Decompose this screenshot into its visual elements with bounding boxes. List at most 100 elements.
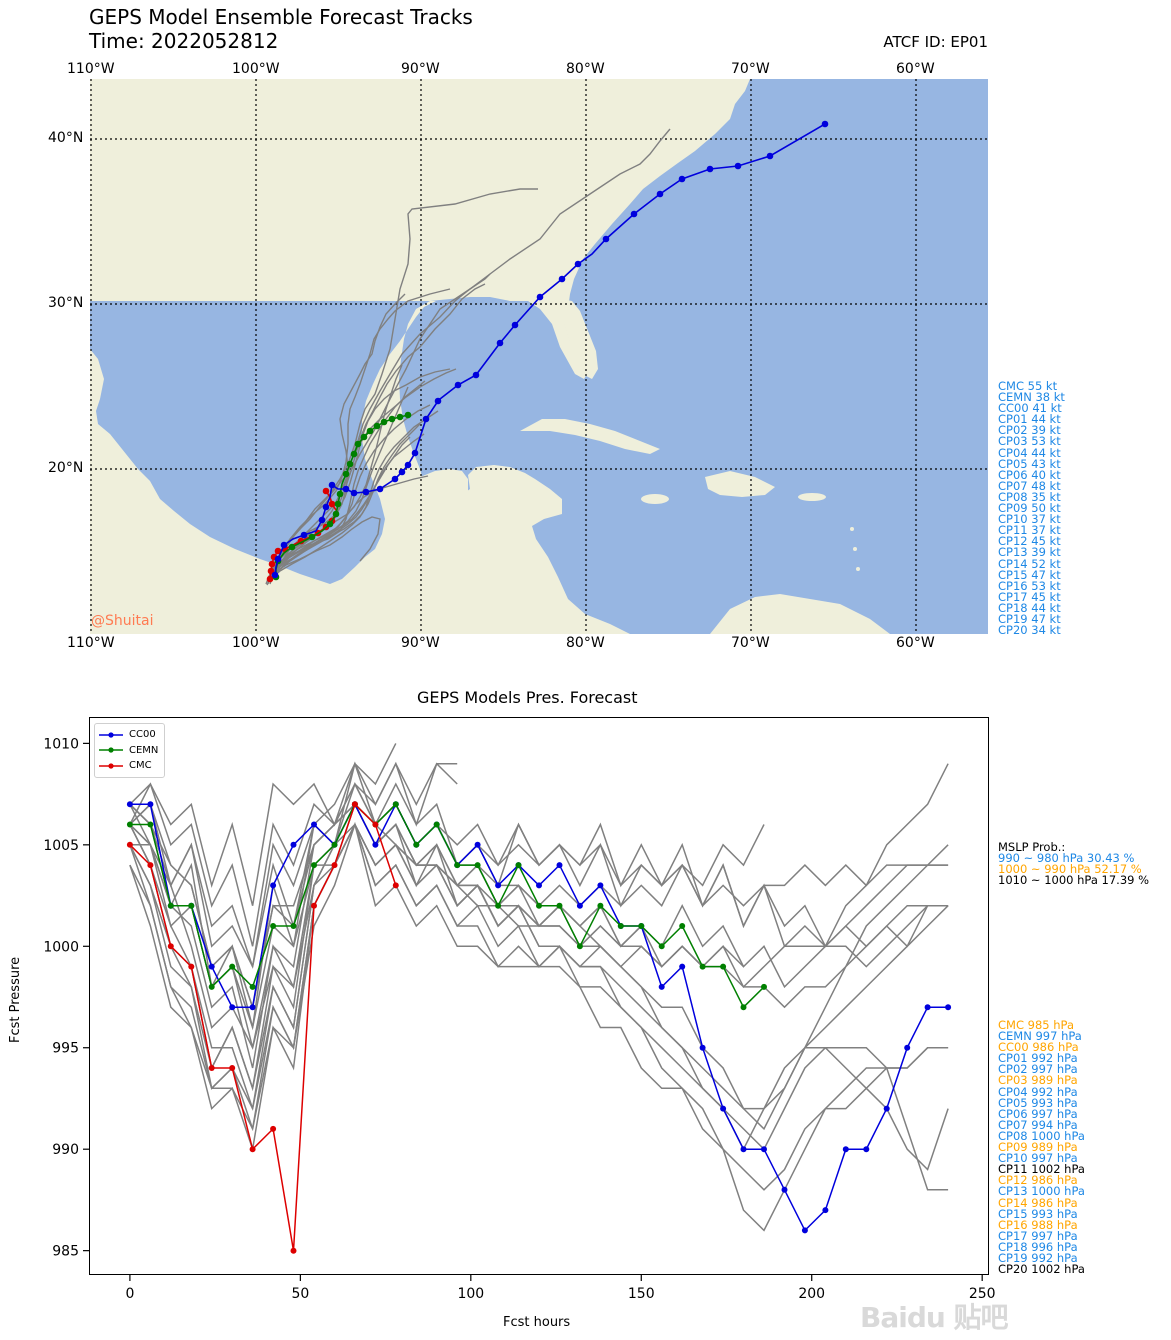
cc00-point (271, 571, 279, 579)
land-island (853, 547, 857, 551)
series-point-cemn (617, 923, 624, 929)
series-point-cc00 (147, 801, 154, 808)
land-island (850, 527, 854, 531)
series-line-cc00 (129, 802, 949, 1232)
lon-label-bottom: 80°W (566, 635, 605, 651)
min-pressure-item: CP11 1002 hPa (998, 1162, 1085, 1177)
intensity-item: CC00 41 kt (998, 401, 1062, 416)
series-point-cemn (208, 983, 215, 990)
series-point-cemn (536, 902, 542, 909)
cemn-point (404, 411, 412, 419)
min-pressure-item: CP05 993 hPa (998, 1095, 1078, 1110)
cemn-point (342, 470, 350, 478)
series-point-cmc (392, 882, 399, 889)
legend-label: CMC (129, 760, 152, 772)
mslp-prob-line: 1000 ~ 990 hPa 52.17 % (998, 862, 1142, 877)
series-point-cmc (331, 862, 338, 869)
cc00-point (398, 468, 406, 476)
baidu-logo-watermark: Baidu 贴吧 (860, 1301, 1009, 1334)
series-point-cemn (229, 963, 236, 970)
lon-label-top: 70°W (731, 61, 770, 77)
land-puerto-rico (798, 493, 826, 501)
intensity-item: CP07 48 kt (998, 478, 1061, 493)
min-pressure-item: CP20 1002 hPa (998, 1262, 1085, 1277)
member-track (265, 436, 411, 585)
series-point-cmc (147, 862, 154, 869)
intensity-item: CP11 37 kt (998, 523, 1061, 538)
cmc-point (266, 575, 274, 583)
intensity-item: CP14 52 kt (998, 556, 1061, 571)
series-point-cmc (270, 1125, 277, 1132)
x-tick-label: 250 (969, 1286, 996, 1302)
member-pressure-line (129, 822, 949, 1191)
lon-label-top: 90°W (401, 61, 440, 77)
lon-label-bottom: 110°W (67, 635, 115, 651)
intensity-item: CP18 44 kt (998, 600, 1061, 615)
member-track (266, 364, 403, 586)
land-jamaica (641, 494, 669, 504)
cc00-point (280, 541, 288, 549)
cemn-point (396, 413, 404, 421)
min-pressure-list: CMC 985 hPa CEMN 997 hPa CC00 986 hPa CP01 … (998, 1019, 1085, 1277)
series-point-cemn (331, 841, 338, 848)
min-pressure-item: CP03 989 hPa (998, 1073, 1078, 1088)
cc00-point (328, 481, 336, 489)
map-title: GEPS Model Ensemble Forecast Tracks (89, 5, 473, 29)
series-point-cemn (126, 821, 133, 828)
min-pressure-item: CP14 986 hPa (998, 1195, 1078, 1210)
series-point-cc00 (229, 1004, 236, 1011)
chart-legend: CC00 CEMN CMC (94, 723, 166, 778)
legend-swatch (99, 763, 123, 769)
chart-title: GEPS Models Pres. Forecast (417, 688, 638, 707)
series-point-cc00 (311, 821, 317, 828)
min-pressure-item: CP07 994 hPa (998, 1117, 1078, 1132)
min-pressure-item: CP16 988 hPa (998, 1217, 1078, 1232)
series-point-cc00 (495, 882, 502, 889)
series-point-cemn (454, 862, 461, 869)
series-point-cemn (188, 902, 195, 909)
series-point-cemn (270, 923, 277, 929)
series-point-cmc (351, 801, 358, 808)
land-south-america (710, 594, 890, 634)
member-pressure-line (129, 803, 949, 1011)
cc00-point (350, 489, 358, 497)
member-track (269, 273, 491, 585)
intensity-item: CP09 50 kt (998, 501, 1061, 516)
member-track (267, 288, 451, 585)
cemn-point (336, 490, 344, 498)
series-point-cemn (658, 943, 665, 950)
cmc-track-line (269, 490, 339, 580)
cmc-point (274, 547, 282, 555)
member-track (269, 293, 406, 580)
lon-label-bottom: 70°W (731, 635, 770, 651)
cc00-point (322, 503, 330, 511)
cemn-point (288, 543, 296, 551)
min-pressure-item: CP13 1000 hPa (998, 1184, 1085, 1199)
series-point-cemn (311, 862, 317, 869)
series-point-cemn (556, 902, 563, 909)
min-pressure-item: CP09 989 hPa (998, 1140, 1078, 1155)
legend-item-cc00: CC00 (99, 727, 158, 743)
land-island (856, 567, 860, 571)
cc00-point (766, 152, 774, 160)
cc00-point (602, 235, 610, 243)
cc00-point (558, 275, 566, 283)
cc00-point (678, 175, 686, 183)
cc00-point (274, 555, 282, 563)
series-point-cemn (413, 841, 420, 848)
map-canvas (90, 79, 988, 634)
atcf-id: ATCF ID: EP01 (883, 33, 988, 51)
lon-label-bottom: 90°W (401, 635, 440, 651)
cc00-point (362, 488, 370, 496)
series-point-cc00 (822, 1207, 829, 1214)
min-pressure-item: CP06 997 hPa (998, 1106, 1078, 1121)
cemn-point (346, 460, 354, 468)
series-line-cmc (129, 802, 397, 1251)
y-tick-label: 1005 (43, 838, 79, 854)
intensity-item: CMC 55 kt (998, 379, 1058, 393)
cemn-point (308, 533, 316, 541)
series-point-cemn (740, 1004, 747, 1011)
member-pressure-line (129, 782, 949, 969)
series-point-cmc (372, 821, 379, 828)
series-point-cemn (290, 923, 297, 929)
